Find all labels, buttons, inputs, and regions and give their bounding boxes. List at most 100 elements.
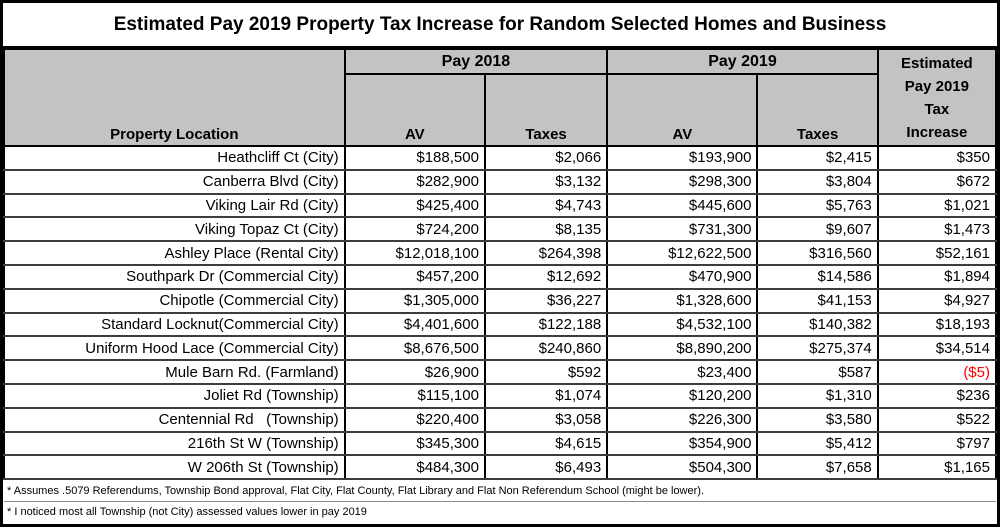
taxes-2019-cell: $3,804 [756, 168, 879, 195]
table-row: Standard Locknut(Commercial City) $4,401,… [3, 311, 997, 338]
footnote-1: * Assumes .5079 Referendums, Township Bo… [4, 478, 996, 502]
taxes-2019-cell: $5,412 [756, 430, 879, 457]
table-row: Ashley Place (Rental City) $12,018,100 $26… [3, 240, 997, 266]
footnote-2: * I noticed most all Township (not City)… [4, 500, 996, 523]
increase-cell: $52,161 [876, 240, 997, 266]
table-row: Mule Barn Rd. (Farmland) $26,900 $592 $23,4… [3, 359, 997, 385]
av-2019-cell: $298,300 [606, 168, 759, 195]
col-header-estimated-increase: Estimated Pay 2019 Tax Increase [876, 48, 997, 147]
property-location-cell: W 206th St (Township) [3, 454, 346, 481]
property-location-cell: Viking Topaz Ct (City) [3, 216, 346, 243]
property-location-cell: Mule Barn Rd. (Farmland) [3, 359, 346, 385]
taxes-2019-cell: $41,153 [756, 287, 879, 314]
increase-cell: $522 [876, 406, 997, 433]
property-location-cell: 216th St W (Township) [3, 430, 346, 457]
taxes-2019-cell: $2,415 [756, 145, 879, 171]
taxes-2019-cell: $9,607 [756, 216, 879, 243]
av-2019-cell: $8,890,200 [606, 335, 759, 362]
col-header-taxes-2019: Taxes [756, 73, 879, 147]
table-row: Chipotle (Commercial City) $1,305,000 $36,… [3, 287, 997, 314]
taxes-2018-cell: $3,132 [483, 168, 609, 195]
av-2019-cell: $1,328,600 [606, 287, 759, 314]
taxes-2018-cell: $12,692 [483, 263, 609, 290]
table-row: Uniform Hood Lace (Commercial City) $8,67… [3, 335, 997, 362]
increase-cell: $236 [876, 382, 997, 409]
footnote-row: * Assumes .5079 Referendums, Township Bo… [4, 478, 996, 502]
taxes-2019-cell: $316,560 [756, 240, 879, 266]
property-location-cell: Ashley Place (Rental City) [3, 240, 346, 266]
av-2019-cell: $120,200 [606, 382, 759, 409]
increase-cell: $797 [876, 430, 997, 457]
taxes-2018-cell: $1,074 [483, 382, 609, 409]
table-row: Centennial Rd (Township) $220,400 $3,058 $2… [3, 406, 997, 433]
taxes-2018-cell: $3,058 [483, 406, 609, 433]
increase-cell: $350 [876, 145, 997, 171]
col-header-property-location: Property Location [3, 48, 346, 147]
av-2018-cell: $4,401,600 [343, 311, 486, 338]
table-row: Viking Lair Rd (City) $425,400 $4,743 $445,… [3, 192, 997, 219]
increase-cell: $18,193 [876, 311, 997, 338]
estimated-header-line: Tax [924, 100, 950, 118]
increase-cell: $1,473 [876, 216, 997, 243]
group-header-row: Property Location Pay 2018 Pay 2019 Esti… [3, 48, 997, 147]
increase-cell: $672 [876, 168, 997, 195]
taxes-2019-cell: $587 [756, 359, 879, 385]
property-location-cell: Centennial Rd (Township) [3, 406, 346, 433]
table-header: Property Location Pay 2018 Pay 2019 Esti… [3, 48, 997, 147]
table-row: Southpark Dr (Commercial City) $457,200 $1… [3, 263, 997, 290]
increase-cell: $4,927 [876, 287, 997, 314]
av-2019-cell: $504,300 [606, 454, 759, 481]
col-header-taxes-2018: Taxes [483, 73, 609, 147]
av-2018-cell: $282,900 [343, 168, 486, 195]
footnote-row: * I noticed most all Township (not City)… [4, 500, 996, 523]
taxes-2018-cell: $4,743 [483, 192, 609, 219]
table-body: Heathcliff Ct (City) $188,500 $2,066 $193,9… [3, 145, 997, 481]
taxes-2018-cell: $592 [483, 359, 609, 385]
increase-cell: ($5) [876, 359, 997, 385]
table-row: Heathcliff Ct (City) $188,500 $2,066 $193,9… [3, 145, 997, 171]
property-location-cell: Heathcliff Ct (City) [3, 145, 346, 171]
av-2018-cell: $8,676,500 [343, 335, 486, 362]
table-footer: * Assumes .5079 Referendums, Township Bo… [4, 478, 996, 523]
increase-cell: $34,514 [876, 335, 997, 362]
av-2018-cell: $457,200 [343, 263, 486, 290]
increase-cell: $1,894 [876, 263, 997, 290]
page-title: Estimated Pay 2019 Property Tax Increase… [3, 3, 997, 48]
av-2019-cell: $12,622,500 [606, 240, 759, 266]
av-2018-cell: $484,300 [343, 454, 486, 481]
col-header-av-2018: AV [343, 73, 486, 147]
av-2019-cell: $23,400 [606, 359, 759, 385]
sub-header-row: AV Taxes AV Taxes [4, 73, 996, 147]
av-2018-cell: $724,200 [343, 216, 486, 243]
taxes-2018-cell: $36,227 [483, 287, 609, 314]
property-tax-table: Property Location Pay 2018 Pay 2019 Esti… [3, 48, 997, 523]
taxes-2018-cell: $4,615 [483, 430, 609, 457]
table-row: W 206th St (Township) $484,300 $6,493 $504,… [3, 454, 997, 481]
taxes-2019-cell: $1,310 [756, 382, 879, 409]
taxes-2019-cell: $140,382 [756, 311, 879, 338]
table-row: Canberra Blvd (City) $282,900 $3,132 $298,3… [3, 168, 997, 195]
av-2018-cell: $188,500 [343, 145, 486, 171]
property-location-cell: Joliet Rd (Township) [3, 382, 346, 409]
table-row: 216th St W (Township) $345,300 $4,615 $354,… [3, 430, 997, 457]
av-2018-cell: $345,300 [343, 430, 486, 457]
taxes-2018-cell: $2,066 [483, 145, 609, 171]
taxes-2018-cell: $264,398 [483, 240, 609, 266]
av-2019-cell: $731,300 [606, 216, 759, 243]
table-row: Joliet Rd (Township) $115,100 $1,074 $120,2… [3, 382, 997, 409]
av-2019-cell: $470,900 [606, 263, 759, 290]
taxes-2019-cell: $275,374 [756, 335, 879, 362]
property-location-cell: Southpark Dr (Commercial City) [3, 263, 346, 290]
estimated-header-line: Increase [906, 123, 968, 141]
av-2018-cell: $26,900 [343, 359, 486, 385]
taxes-2018-cell: $122,188 [483, 311, 609, 338]
av-2018-cell: $115,100 [343, 382, 486, 409]
av-2018-cell: $1,305,000 [343, 287, 486, 314]
av-2019-cell: $354,900 [606, 430, 759, 457]
taxes-2018-cell: $6,493 [483, 454, 609, 481]
taxes-2019-cell: $14,586 [756, 263, 879, 290]
property-location-cell: Viking Lair Rd (City) [3, 192, 346, 219]
increase-cell: $1,021 [876, 192, 997, 219]
taxes-2019-cell: $7,658 [756, 454, 879, 481]
